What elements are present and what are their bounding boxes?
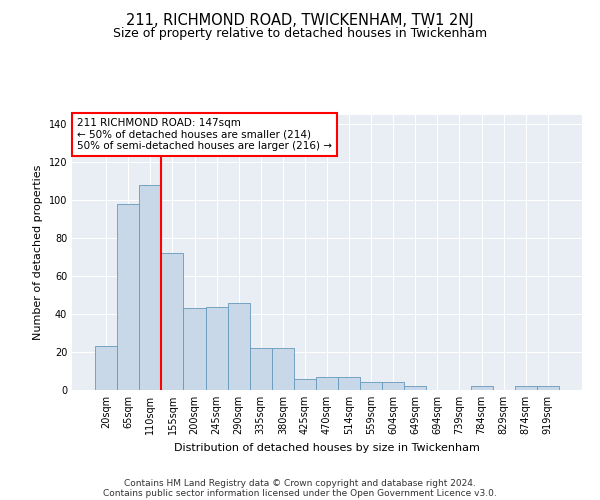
Bar [316, 376, 338, 390]
Text: Contains HM Land Registry data © Crown copyright and database right 2024.: Contains HM Land Registry data © Crown c… [124, 478, 476, 488]
Bar [294, 378, 316, 390]
Bar [360, 382, 382, 390]
Bar [227, 303, 250, 390]
Bar [95, 346, 117, 390]
Text: Contains public sector information licensed under the Open Government Licence v3: Contains public sector information licen… [103, 488, 497, 498]
Text: 211 RICHMOND ROAD: 147sqm
← 50% of detached houses are smaller (214)
50% of semi: 211 RICHMOND ROAD: 147sqm ← 50% of detac… [77, 118, 332, 151]
Text: 211, RICHMOND ROAD, TWICKENHAM, TW1 2NJ: 211, RICHMOND ROAD, TWICKENHAM, TW1 2NJ [126, 12, 474, 28]
Bar [272, 348, 294, 390]
Bar [206, 306, 227, 390]
Bar [250, 348, 272, 390]
Bar [470, 386, 493, 390]
Bar [117, 204, 139, 390]
Bar [404, 386, 427, 390]
Y-axis label: Number of detached properties: Number of detached properties [33, 165, 43, 340]
Text: Size of property relative to detached houses in Twickenham: Size of property relative to detached ho… [113, 28, 487, 40]
Bar [184, 308, 206, 390]
Bar [382, 382, 404, 390]
Bar [139, 185, 161, 390]
Bar [537, 386, 559, 390]
Bar [338, 376, 360, 390]
Bar [161, 254, 184, 390]
Bar [515, 386, 537, 390]
X-axis label: Distribution of detached houses by size in Twickenham: Distribution of detached houses by size … [174, 442, 480, 452]
